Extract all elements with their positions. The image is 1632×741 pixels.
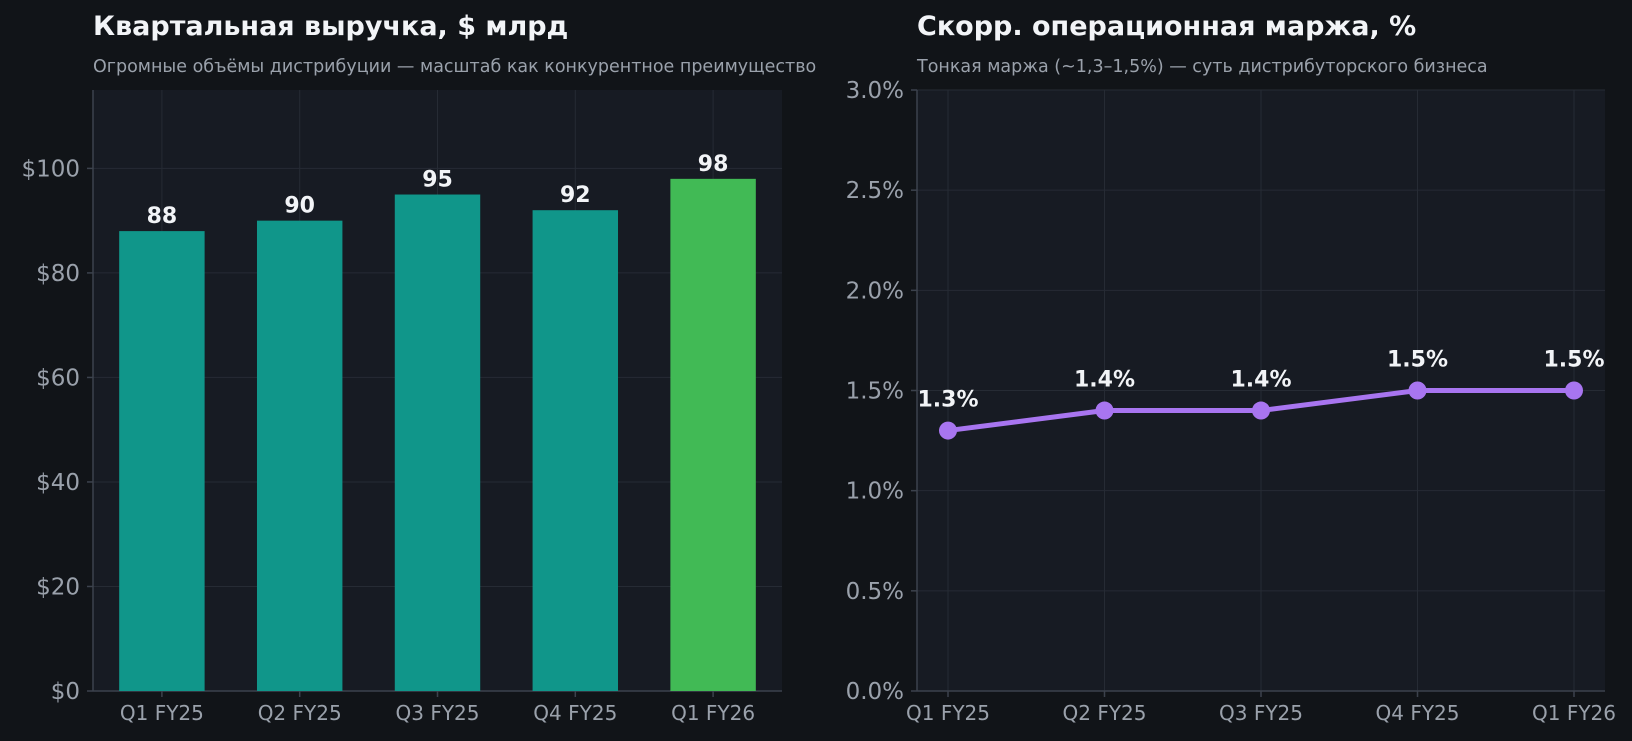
revenue-data-label: 90 — [284, 194, 315, 219]
revenue-data-label: 98 — [698, 152, 729, 177]
revenue-x-tick-label: Q3 FY25 — [396, 701, 480, 725]
revenue-x-tick-label: Q2 FY25 — [258, 701, 342, 725]
margin-x-tick-label: Q1 FY25 — [906, 701, 990, 725]
revenue-chart-title: Квартальная выручка, $ млрд — [93, 11, 568, 42]
margin-y-tick-label: 2.5% — [846, 178, 904, 204]
revenue-x-tick-label: Q1 FY26 — [671, 701, 755, 725]
margin-data-point — [1565, 381, 1583, 400]
margin-y-tick-label: 1.5% — [846, 379, 904, 405]
margin-chart-title: Скорр. операционная маржа, % — [917, 11, 1416, 42]
margin-data-point — [1252, 401, 1270, 420]
revenue-y-tick-label: $60 — [36, 365, 80, 391]
margin-data-point — [1408, 381, 1427, 400]
margin-data-point — [939, 421, 957, 440]
revenue-chart-subtitle: Огромные объёмы дистрибуции — масштаб ка… — [93, 57, 816, 77]
margin-data-label: 1.3% — [917, 388, 978, 413]
margin-y-tick-label: 1.0% — [846, 479, 904, 505]
revenue-y-tick-label: $0 — [51, 679, 80, 705]
revenue-data-label: 95 — [422, 168, 453, 193]
margin-data-label: 1.5% — [1543, 348, 1604, 373]
revenue-data-label: 88 — [147, 204, 178, 229]
revenue-y-tick-label: $80 — [36, 261, 80, 287]
revenue-bar — [256, 220, 343, 692]
margin-y-tick-label: 3.0% — [846, 78, 904, 104]
revenue-data-label: 92 — [560, 183, 591, 208]
margin-y-tick-label: 0.0% — [846, 679, 904, 705]
margin-y-tick-label: 2.0% — [846, 278, 904, 304]
margin-data-label: 1.4% — [1074, 368, 1135, 393]
margin-x-tick-label: Q4 FY25 — [1376, 701, 1460, 725]
margin-x-tick-label: Q3 FY25 — [1219, 701, 1303, 725]
margin-chart-subtitle: Тонкая маржа (~1,3–1,5%) — суть дистрибу… — [916, 57, 1488, 77]
revenue-bar — [394, 194, 481, 692]
margin-y-tick-label: 0.5% — [846, 579, 904, 605]
margin-data-label: 1.5% — [1387, 348, 1448, 373]
margin-x-tick-label: Q1 FY26 — [1532, 701, 1616, 725]
revenue-bar — [532, 210, 619, 691]
margin-data-label: 1.4% — [1230, 368, 1291, 393]
revenue-y-tick-label: $40 — [36, 470, 80, 496]
revenue-y-tick-label: $20 — [36, 574, 80, 600]
margin-data-point — [1095, 401, 1114, 420]
margin-x-tick-label: Q2 FY25 — [1063, 701, 1147, 725]
revenue-bar — [670, 178, 756, 691]
revenue-y-tick-label: $100 — [21, 156, 80, 182]
revenue-x-tick-label: Q4 FY25 — [533, 701, 617, 725]
revenue-bar — [119, 231, 205, 691]
revenue-x-tick-label: Q1 FY25 — [120, 701, 204, 725]
